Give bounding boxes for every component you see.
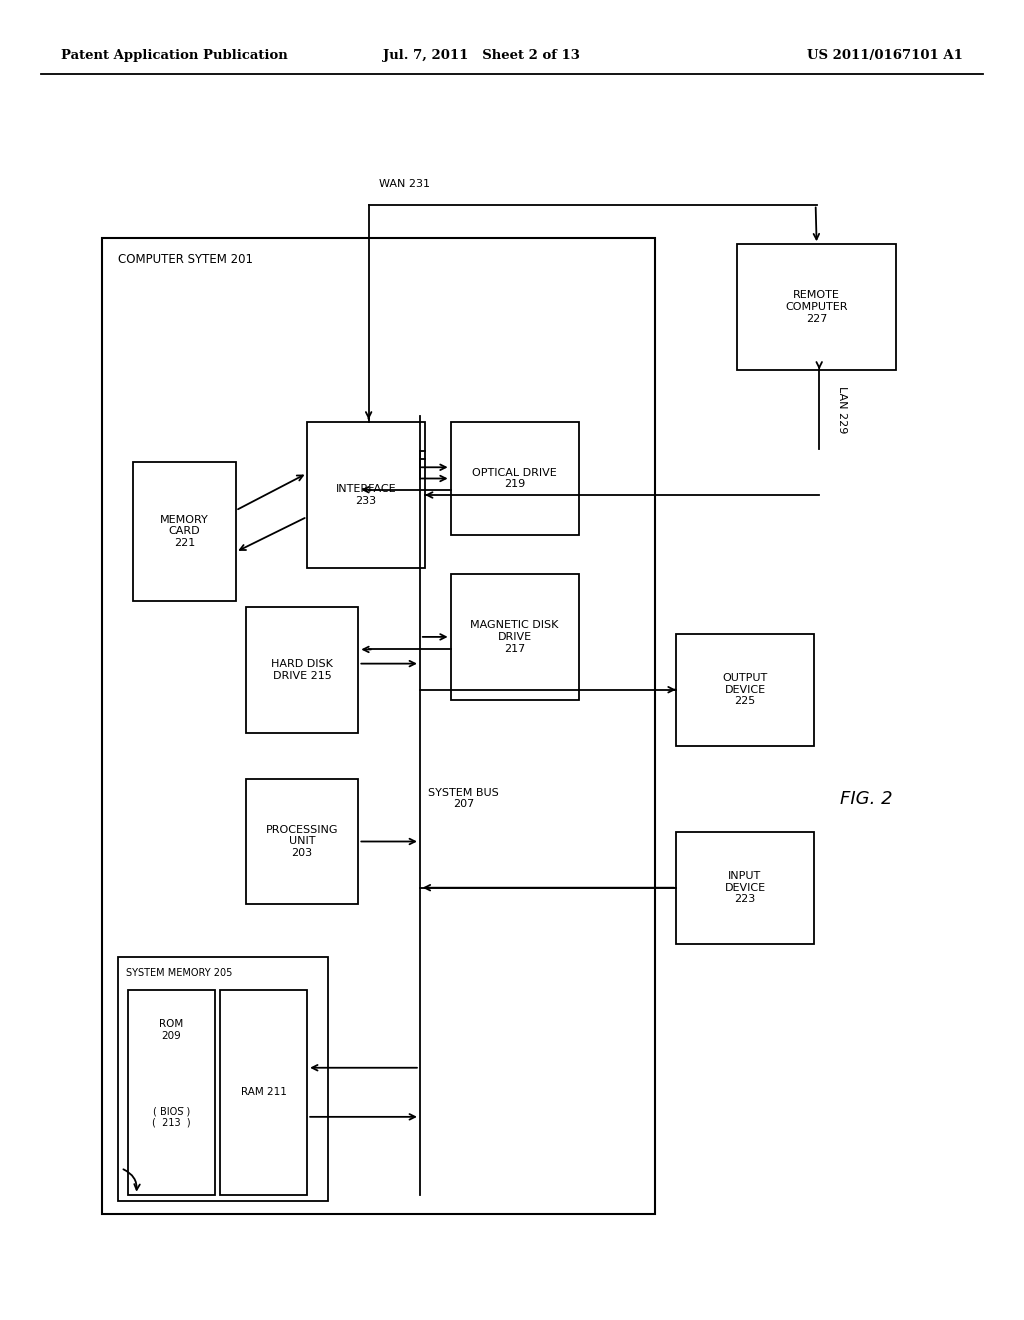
- Text: COMPUTER SYTEM 201: COMPUTER SYTEM 201: [118, 253, 253, 267]
- Bar: [102, 238, 655, 1214]
- Text: Jul. 7, 2011   Sheet 2 of 13: Jul. 7, 2011 Sheet 2 of 13: [383, 49, 580, 62]
- Text: US 2011/0167101 A1: US 2011/0167101 A1: [807, 49, 963, 62]
- Bar: [676, 634, 814, 746]
- Text: INPUT
DEVICE
223: INPUT DEVICE 223: [724, 871, 766, 904]
- Text: ROM
209: ROM 209: [160, 1019, 183, 1040]
- Text: Patent Application Publication: Patent Application Publication: [61, 49, 288, 62]
- Bar: [118, 957, 328, 1201]
- Bar: [451, 422, 579, 535]
- Text: FIG. 2: FIG. 2: [840, 789, 892, 808]
- Bar: [133, 462, 236, 601]
- Text: SYSTEM MEMORY 205: SYSTEM MEMORY 205: [126, 968, 232, 978]
- Bar: [246, 779, 358, 904]
- Bar: [737, 244, 896, 370]
- Text: WAN 231: WAN 231: [379, 178, 430, 189]
- Text: ( BIOS̅ )
(  213  ): ( BIOS̅ ) ( 213 ): [153, 1106, 190, 1127]
- Text: PROCESSING
UNIT
203: PROCESSING UNIT 203: [266, 825, 338, 858]
- Text: HARD DISK
DRIVE 215: HARD DISK DRIVE 215: [271, 659, 333, 681]
- Bar: [220, 990, 307, 1195]
- Bar: [676, 832, 814, 944]
- Text: RAM 211: RAM 211: [241, 1088, 287, 1097]
- Text: OPTICAL DRIVE
219: OPTICAL DRIVE 219: [472, 467, 557, 490]
- Text: MEMORY
CARD
221: MEMORY CARD 221: [160, 515, 209, 548]
- Bar: [128, 990, 215, 1195]
- Text: LAN 229: LAN 229: [837, 385, 847, 433]
- Bar: [451, 574, 579, 700]
- Text: INTERFACE
233: INTERFACE 233: [336, 484, 396, 506]
- Text: REMOTE
COMPUTER
227: REMOTE COMPUTER 227: [785, 290, 848, 323]
- Text: SYSTEM BUS
207: SYSTEM BUS 207: [428, 788, 499, 809]
- Bar: [307, 422, 425, 568]
- Bar: [246, 607, 358, 733]
- Text: MAGNETIC DISK
DRIVE
217: MAGNETIC DISK DRIVE 217: [470, 620, 559, 653]
- Text: OUTPUT
DEVICE
225: OUTPUT DEVICE 225: [722, 673, 768, 706]
